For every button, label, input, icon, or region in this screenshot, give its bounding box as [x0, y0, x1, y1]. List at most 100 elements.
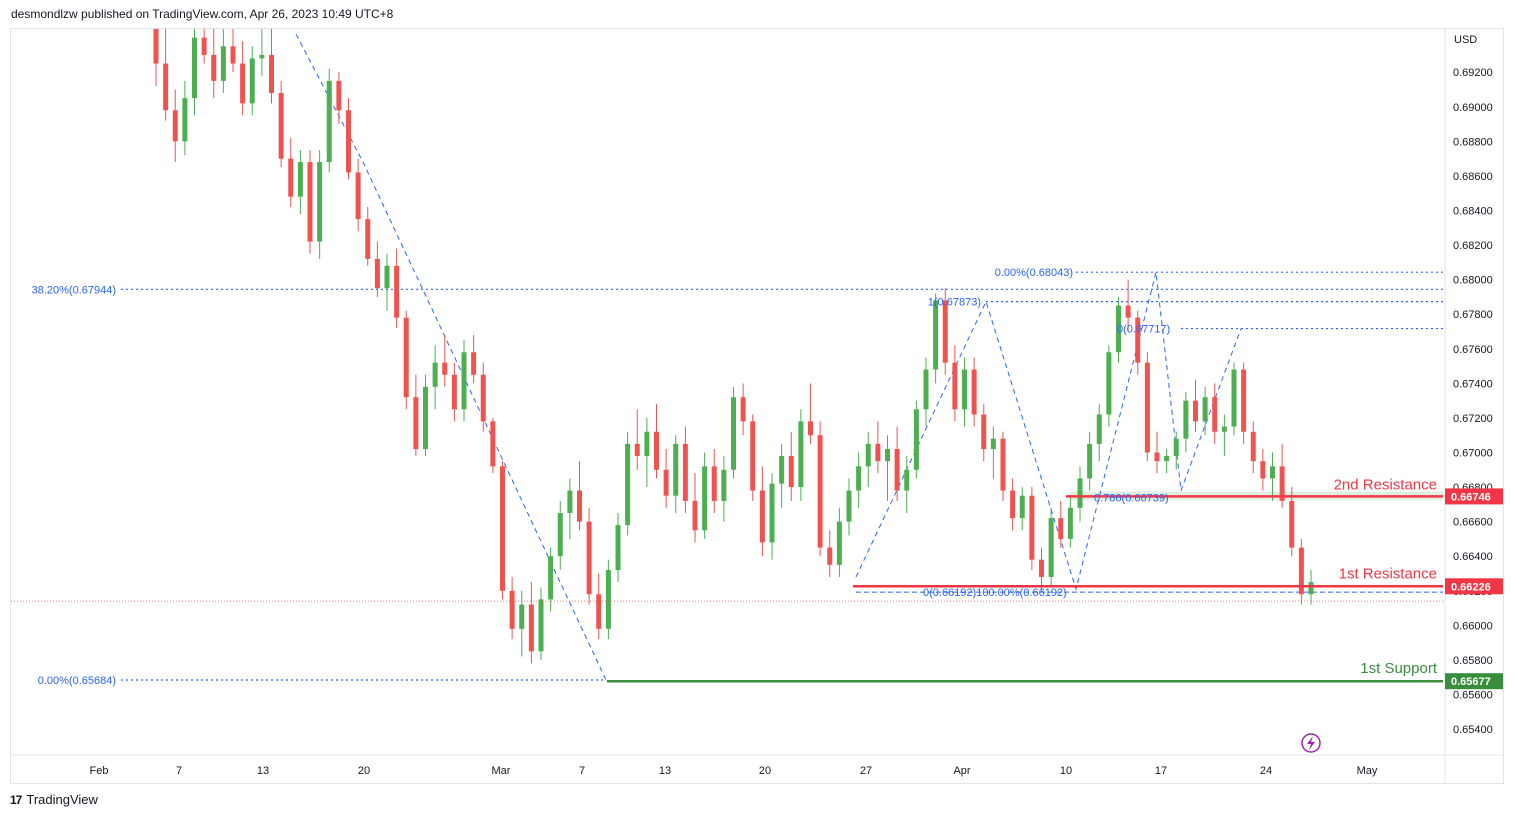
candle-body [355, 172, 361, 220]
candle-body [1279, 466, 1285, 501]
candle-body [692, 500, 698, 531]
candle-body [1096, 414, 1102, 444]
price-badge-label: 0.65677 [1451, 676, 1491, 688]
candle-body [172, 110, 178, 142]
x-tick-label: 7 [579, 765, 585, 777]
candle-body [1039, 559, 1044, 577]
fib-label: 0.00%(0.68043) [995, 267, 1073, 279]
candle-body [721, 469, 727, 501]
candle-body [1183, 400, 1189, 439]
price-badge [1445, 488, 1503, 505]
candle-body [423, 386, 428, 450]
candle-body [586, 521, 592, 595]
candle-body [1164, 455, 1170, 462]
x-tick-label: 17 [1155, 765, 1167, 777]
candle-body [788, 455, 794, 488]
candle-body [394, 265, 400, 318]
candle-body [230, 46, 236, 64]
candle-body [192, 37, 197, 99]
y-tick-label: 0.66600 [1453, 517, 1493, 529]
price-badge [1445, 673, 1503, 690]
y-tick-label: 0.68200 [1453, 240, 1493, 252]
candle-body [490, 421, 496, 467]
first-resistance-label: 1st Resistance [1339, 565, 1437, 582]
candle-body [384, 265, 390, 289]
candle-body [740, 397, 746, 422]
candle-body [538, 599, 544, 652]
candle-body [682, 443, 688, 501]
candle-body [923, 369, 929, 410]
currency-label: USD [1454, 34, 1478, 46]
candle-body [374, 258, 380, 289]
y-tick-label: 0.68000 [1453, 275, 1493, 287]
candle-body [894, 449, 900, 491]
candle-body [942, 300, 948, 363]
candle-body [297, 162, 303, 197]
y-tick-label: 0.68800 [1453, 136, 1493, 148]
candle-body [259, 54, 265, 59]
candle-body [875, 443, 881, 462]
candle-body [442, 362, 448, 375]
candle-body [913, 409, 919, 470]
candle-body [317, 162, 323, 242]
second-resistance-label: 2nd Resistance [1334, 476, 1437, 493]
candle-body [759, 490, 765, 543]
y-tick-label: 0.65600 [1453, 690, 1493, 702]
candle-body [557, 513, 563, 557]
candle-body [1125, 305, 1131, 318]
candle-body [981, 414, 987, 450]
candle-body [451, 374, 457, 410]
x-tick-label: 13 [257, 765, 269, 777]
candle-body [432, 362, 438, 387]
candle-body [1289, 500, 1295, 548]
price-badge [1445, 578, 1503, 595]
candle-body [702, 466, 708, 531]
candle-body [519, 604, 525, 629]
candle-body [769, 483, 775, 543]
fib-label: 1(0.67873) [928, 297, 981, 309]
x-tick-label: Feb [90, 765, 109, 777]
candle-body [644, 431, 650, 456]
candle-body [211, 54, 217, 81]
candle-body [990, 438, 996, 450]
price-badge-label: 0.66746 [1451, 491, 1491, 503]
candle-body [904, 469, 910, 491]
y-tick-label: 0.67800 [1453, 309, 1493, 321]
candle-body [1116, 305, 1121, 353]
candle-body [952, 362, 958, 410]
y-tick-label: 0.65800 [1453, 655, 1493, 667]
x-tick-label: 27 [860, 765, 872, 777]
price-chart[interactable]: 0.69200 0.69000 0.68800 0.68600 0.68400 0.682… [11, 29, 1503, 783]
candle-body [779, 455, 785, 484]
candle-body [182, 98, 188, 142]
candle-body [577, 490, 582, 522]
candle-body [220, 46, 226, 81]
candle-body [808, 421, 813, 436]
y-tick-label: 0.68600 [1453, 171, 1493, 183]
lightning-icon [1301, 733, 1321, 753]
candle-body [1067, 507, 1073, 539]
candle-body [413, 397, 419, 450]
candle-body [962, 369, 967, 410]
fib-label: 0(0.67717) [1117, 324, 1170, 336]
publisher-header: desmondlzw published on TradingView.com,… [11, 7, 394, 21]
candle-body [865, 443, 871, 467]
candle-body [1173, 438, 1179, 456]
candle-body [856, 466, 862, 491]
candle-body [509, 590, 515, 629]
candle-body [1154, 452, 1160, 462]
candle-body [1106, 352, 1112, 415]
fib-label: 38.20%(0.67944) [32, 284, 116, 296]
candle-body [278, 92, 284, 159]
candle-body [500, 466, 505, 591]
fib-label: 0(0.66192)100.00%(0.66192) [923, 587, 1067, 599]
y-tick-label: 0.66000 [1453, 620, 1493, 632]
candle-body [471, 352, 477, 375]
candle-body [365, 219, 371, 259]
candle-body [288, 158, 294, 197]
candle-body [885, 449, 890, 462]
candle-body [1308, 582, 1314, 595]
candle-body [615, 525, 621, 571]
candle-body [1135, 317, 1141, 363]
candle-body [827, 547, 833, 565]
